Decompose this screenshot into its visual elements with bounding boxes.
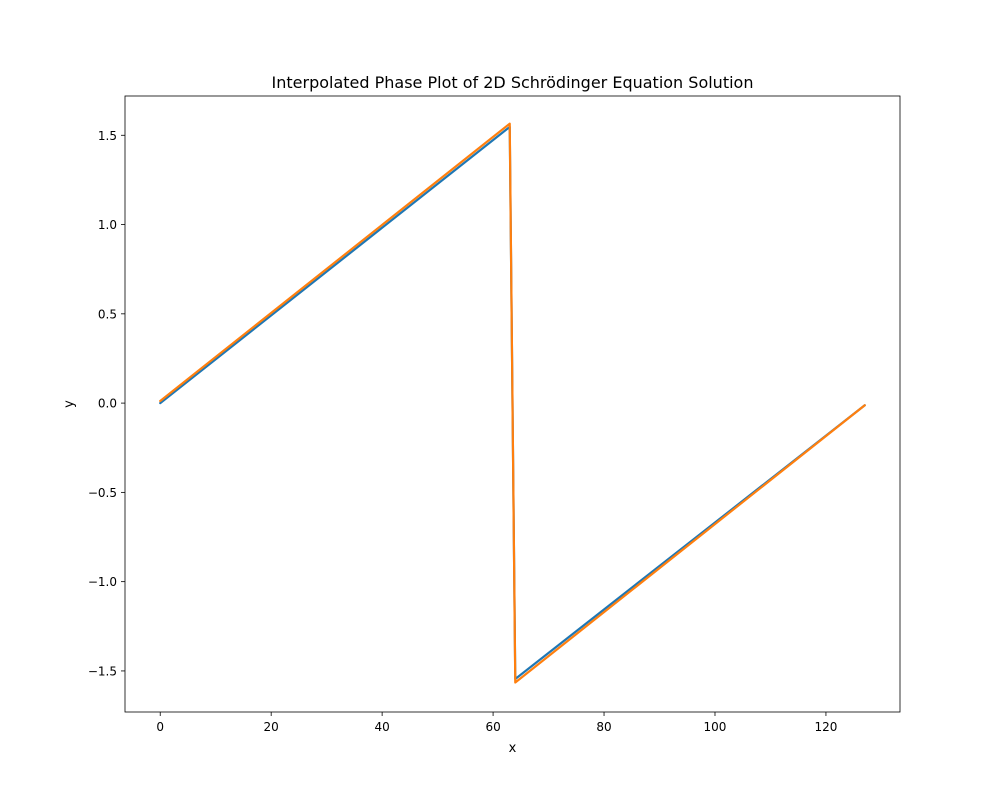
y-tick-label: 1.0 — [98, 218, 117, 232]
series-line-2 — [159, 122, 866, 684]
y-axis-label: y — [62, 400, 77, 408]
x-axis-ticks: 0 20 40 60 80 100 120 — [156, 712, 837, 734]
x-tick-label: 60 — [485, 720, 500, 734]
y-tick-label: −1.5 — [88, 664, 117, 678]
x-tick-label: 120 — [814, 720, 837, 734]
chart-title: Interpolated Phase Plot of 2D Schrödinge… — [272, 73, 754, 92]
series-layer — [159, 122, 866, 684]
y-tick-label: −1.0 — [88, 575, 117, 589]
x-axis-label: x — [509, 741, 517, 756]
y-tick-label: −0.5 — [88, 486, 117, 500]
y-tick-label: 0.5 — [98, 307, 117, 321]
y-tick-label: 0.0 — [98, 397, 117, 411]
y-tick-label: 1.5 — [98, 129, 117, 143]
y-axis-ticks: −1.5 −1.0 −0.5 0.0 0.5 1.0 1.5 — [88, 129, 125, 678]
x-tick-label: 80 — [596, 720, 611, 734]
x-tick-label: 100 — [704, 720, 727, 734]
axes-frame — [124, 95, 901, 713]
x-tick-label: 0 — [156, 720, 164, 734]
x-tick-label: 20 — [264, 720, 279, 734]
x-tick-label: 40 — [374, 720, 389, 734]
